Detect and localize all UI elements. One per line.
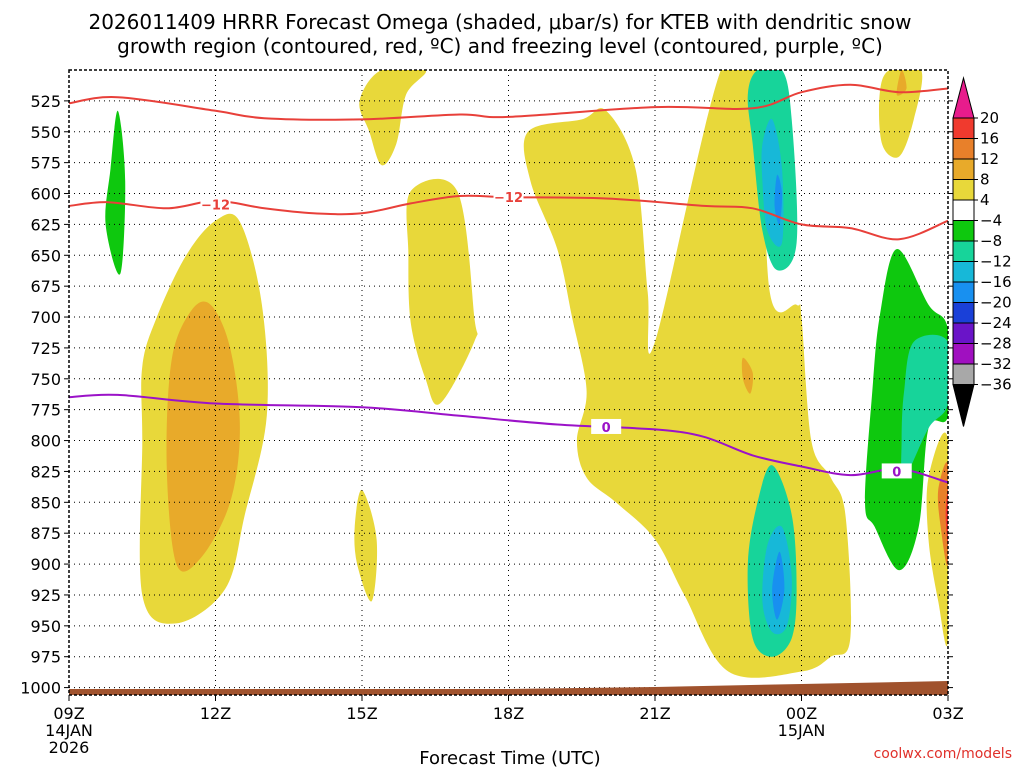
y-tick-label-9: 750: [30, 370, 61, 389]
colorbar-label-6: −8: [980, 232, 1002, 250]
colorbar-label-0: 20: [980, 109, 999, 127]
omega-region-17: [741, 357, 754, 394]
y-tick-label-14: 875: [30, 524, 61, 543]
freezing-contour-label-1-bg: [591, 418, 622, 434]
colorbar-swatch-1: [952, 138, 975, 160]
y-tick-label-13: 850: [30, 493, 61, 512]
chart-title-line1: 2026011409 HRRR Forecast Omega (shaded, …: [88, 10, 911, 34]
y-tick-label-6: 675: [30, 277, 61, 296]
y-tick-label-4: 625: [30, 215, 61, 234]
plot-area: [69, 70, 948, 695]
colorbar-swatch-4: [952, 199, 975, 221]
x-tick-label-3: 18Z: [493, 704, 524, 723]
omega-region-19: [901, 334, 948, 478]
y-tick-label-17: 950: [30, 617, 61, 636]
colorbar-label-12: −32: [980, 355, 1012, 373]
colorbar-label-9: −20: [980, 294, 1012, 312]
y-tick-label-18: 975: [30, 648, 61, 667]
surface-terrain: [69, 681, 948, 695]
colorbar-label-5: −4: [980, 212, 1002, 230]
omega-region-15: [683, 337, 763, 442]
credit-text: coolwx.com/models: [874, 746, 1012, 762]
colorbar-label-10: −24: [980, 314, 1012, 332]
omega-region-5: [354, 489, 378, 602]
freezing-contour-label-1: 0: [602, 421, 611, 436]
y-tick-label-15: 900: [30, 555, 61, 574]
omega-region-0: [105, 110, 126, 275]
colorbar-label-7: −12: [980, 253, 1012, 271]
omega-region-4: [406, 178, 478, 405]
dgz-contour-label-1-bg: [200, 196, 231, 212]
colorbar-label-13: −36: [980, 376, 1012, 394]
x-date-label-1-0: 15JAN: [778, 721, 826, 740]
colorbar-swatch-3: [952, 179, 975, 201]
x-date-label-0-1: 2026: [49, 738, 90, 757]
y-tick-label-12: 825: [30, 462, 61, 481]
y-tick-label-8: 725: [30, 339, 61, 358]
colorbar-label-4: 4: [980, 191, 990, 209]
colorbar-swatch-12: [952, 363, 975, 385]
colorbar-swatch-0: [952, 117, 975, 139]
y-tick-label-11: 800: [30, 432, 61, 451]
freezing-contour-label-2: 0: [892, 465, 901, 480]
omega-region-14: [896, 70, 907, 96]
colorbar: 20 16 12 8 4 −4 −8 −12 −16 −20 −24 −28 −32 −36: [952, 76, 1012, 427]
omega-region-12: [772, 551, 785, 620]
freezing-contour-label-2-bg: [881, 463, 912, 479]
x-tick-label-1: 12Z: [200, 704, 231, 723]
omega-region-21: [937, 462, 948, 566]
omega-region-3: [166, 301, 240, 572]
x-date-label-0-0: 14JAN: [45, 721, 93, 740]
plot-frame: [68, 69, 949, 696]
x-tick-label-5: 00Z: [786, 704, 817, 723]
colorbar-swatch-6: [952, 240, 975, 262]
dgz-upper-contour: [69, 83, 948, 121]
chart-title-line2: growth region (contoured, red, ºC) and f…: [117, 34, 883, 58]
colorbar-swatch-11: [952, 343, 975, 365]
colorbar-swatch-2: [952, 158, 975, 180]
colorbar-label-8: −16: [980, 273, 1012, 291]
y-tick-label-0: 525: [30, 92, 61, 111]
colorbar-bottom-arrow: [952, 384, 975, 427]
dgz-contour-label-2-bg: [493, 189, 524, 205]
y-tick-label-7: 700: [30, 308, 61, 327]
colorbar-top-arrow: [952, 76, 975, 119]
x-tick-label-6: 03Z: [932, 704, 963, 723]
colorbar-swatch-5: [952, 220, 975, 242]
x-axis-label: Forecast Time (UTC): [419, 748, 600, 768]
colorbar-swatch-10: [952, 322, 975, 344]
y-tick-label-19: 1000: [20, 679, 61, 698]
colorbar-label-11: −28: [980, 335, 1012, 353]
colorbar-swatch-8: [952, 281, 975, 303]
omega-region-9: [774, 174, 783, 225]
y-tick-label-16: 925: [30, 586, 61, 605]
x-tick-label-2: 15Z: [346, 704, 377, 723]
colorbar-label-1: 16: [980, 130, 999, 148]
x-tick-label-0: 09Z: [53, 704, 84, 723]
y-tick-label-1: 550: [30, 123, 61, 142]
y-tick-label-3: 600: [30, 185, 61, 204]
y-tick-label-2: 575: [30, 154, 61, 173]
y-tick-label-10: 775: [30, 401, 61, 420]
dgz-contour-label-2: −12: [494, 191, 523, 206]
colorbar-swatch-7: [952, 261, 975, 283]
y-tick-label-5: 650: [30, 246, 61, 265]
x-tick-label-4: 21Z: [639, 704, 670, 723]
plot-overlay: −12 −12 0 0 525 550 575 600 625 650 675 700 725 750 77…: [20, 69, 964, 757]
colorbar-label-2: 12: [980, 150, 999, 168]
colorbar-swatch-9: [952, 302, 975, 324]
colorbar-label-3: 8: [980, 171, 990, 189]
dgz-contour-label-1: −12: [201, 199, 230, 214]
